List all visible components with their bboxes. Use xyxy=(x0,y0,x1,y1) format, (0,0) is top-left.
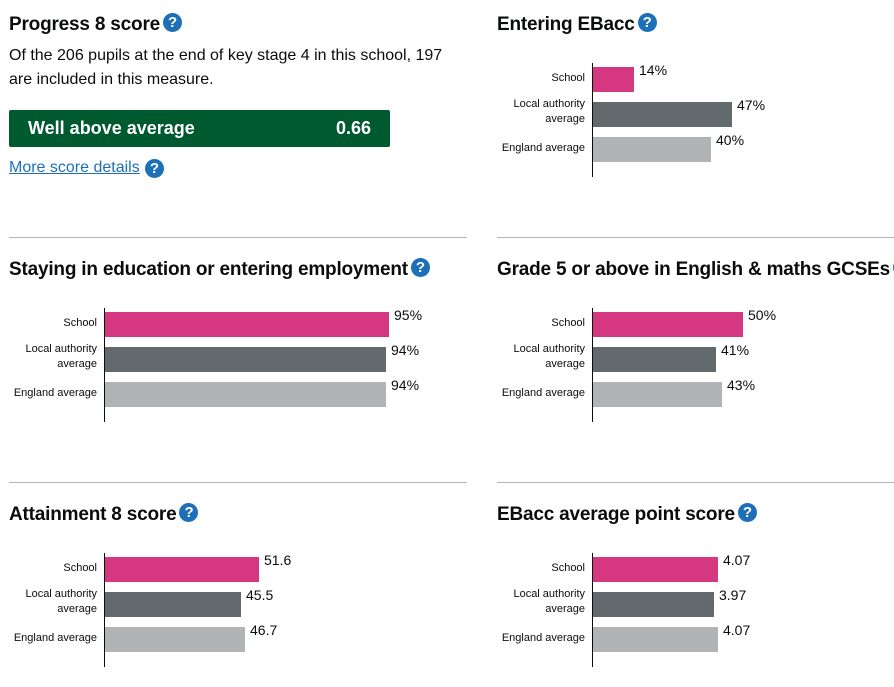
bar-label-line: average xyxy=(57,603,97,615)
bar-label-school: School xyxy=(63,562,97,574)
bar-value-school: 50% xyxy=(748,307,777,323)
chart-axis xyxy=(592,308,593,422)
more-score-details-link[interactable]: More score details xyxy=(9,159,140,176)
bar-label-line: average xyxy=(57,358,97,370)
bar-value-england: 94% xyxy=(391,377,420,393)
help-icon[interactable]: ? xyxy=(163,13,182,32)
help-icon[interactable]: ? xyxy=(637,13,657,32)
bar-value-la: 47% xyxy=(737,97,766,113)
chart-title: Attainment 8 score? xyxy=(9,503,199,526)
bar-label-la: Local authority average xyxy=(513,342,585,372)
bar-value-la: 3.97 xyxy=(719,587,747,603)
bar-label-line: average xyxy=(545,358,585,370)
progress8-band-value: 0.66 xyxy=(335,118,371,138)
bar-value-england: 4.07 xyxy=(723,622,751,638)
bar-label-school: School xyxy=(551,562,585,574)
bar-value-school: 4.07 xyxy=(723,552,751,568)
bar-label-la: Local authority average xyxy=(513,97,585,127)
bar-label-england: England average xyxy=(13,387,97,399)
bar-england xyxy=(593,627,718,652)
progress8-title: Progress 8 score? xyxy=(9,13,182,36)
bar-school xyxy=(105,557,259,582)
bar-label-line: Local authority xyxy=(513,98,585,110)
chart-axis xyxy=(104,553,105,667)
bar-label-line: average xyxy=(545,113,585,125)
bar-label-la: Local authority average xyxy=(513,587,585,617)
bar-value-la: 94% xyxy=(391,342,420,358)
bar-label-line: average xyxy=(545,603,585,615)
bar-label-england: England average xyxy=(501,387,585,399)
bar-label-line: Local authority xyxy=(513,588,585,600)
chart-title-text: Entering EBacc xyxy=(497,14,635,35)
bar-value-england: 43% xyxy=(727,377,756,393)
bar-label-line: Local authority xyxy=(25,588,97,600)
chart-title-text: Staying in education or entering employm… xyxy=(9,259,408,280)
chart-title-text: EBacc average point score xyxy=(497,504,735,525)
chart-title-text: Attainment 8 score xyxy=(9,504,177,525)
bar-label-england: England average xyxy=(13,632,97,644)
bar-value-england: 40% xyxy=(716,132,745,148)
divider xyxy=(9,237,467,238)
bar-england xyxy=(593,137,711,162)
bar-england xyxy=(105,627,245,652)
bar-school xyxy=(593,67,634,92)
bar-la xyxy=(593,592,714,617)
bar-england xyxy=(105,382,386,407)
help-icon[interactable]: ? xyxy=(179,503,199,522)
progress8-description: Of the 206 pupils at the end of key stag… xyxy=(9,47,443,88)
bar-label-school: School xyxy=(63,317,97,329)
bar-label-england: England average xyxy=(501,142,585,154)
chart-title: EBacc average point score? xyxy=(497,503,757,526)
bar-school xyxy=(105,312,389,337)
progress8-band: Well above average 0.66 xyxy=(9,110,390,147)
bar-label-la: Local authority average xyxy=(25,342,97,372)
bar-label-line: Local authority xyxy=(25,343,97,355)
bar-value-school: 51.6 xyxy=(264,552,292,568)
chart-title: Grade 5 or above in English & maths GCSE… xyxy=(497,258,894,281)
chart-axis xyxy=(592,63,593,177)
divider xyxy=(9,482,467,483)
bar-label-la: Local authority average xyxy=(25,587,97,617)
chart-axis xyxy=(592,553,593,667)
bar-value-la: 41% xyxy=(721,342,750,358)
chart-title-text: Grade 5 or above in English & maths GCSE… xyxy=(497,259,891,280)
divider xyxy=(497,482,894,483)
chart-title: Entering EBacc? xyxy=(497,13,657,36)
bar-school xyxy=(593,557,718,582)
help-icon[interactable]: ? xyxy=(737,503,757,522)
bar-label-line: Local authority xyxy=(513,343,585,355)
bar-la xyxy=(105,347,386,372)
bar-value-school: 95% xyxy=(394,307,423,323)
help-icon[interactable]: ? xyxy=(145,159,164,178)
bar-england xyxy=(593,382,722,407)
bar-value-school: 14% xyxy=(639,62,668,78)
chart-title: Staying in education or entering employm… xyxy=(9,258,430,281)
bar-value-la: 45.5 xyxy=(246,587,274,603)
bar-la xyxy=(593,347,716,372)
bar-label-school: School xyxy=(551,72,585,84)
bar-label-england: England average xyxy=(501,632,585,644)
help-icon[interactable]: ? xyxy=(410,258,430,277)
bar-value-england: 46.7 xyxy=(250,622,278,638)
progress8-band-label: Well above average xyxy=(28,118,195,138)
bar-school xyxy=(593,312,743,337)
bar-la xyxy=(593,102,732,127)
chart-axis xyxy=(104,308,105,422)
bar-label-school: School xyxy=(551,317,585,329)
bar-la xyxy=(105,592,241,617)
divider xyxy=(497,237,894,238)
